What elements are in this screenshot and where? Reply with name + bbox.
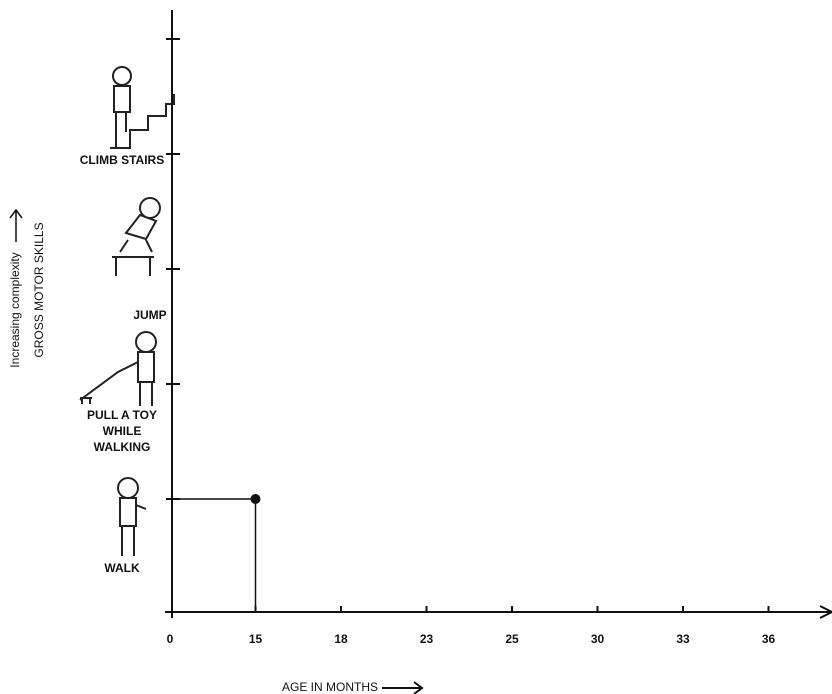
point xyxy=(251,494,261,504)
chart: 0 15 18 23 25 30 33 36 AGE IN MONTHS Increasing c… xyxy=(0,0,832,694)
page: 0 15 18 23 25 30 33 36 AGE IN MONTHS Increasing c… xyxy=(0,0,832,694)
x-axis-title: AGE IN MONTHS xyxy=(282,680,378,694)
y-axis-title: Increasing complexity xyxy=(8,252,22,367)
y-category-label: PULL A TOY WHILE WALKING xyxy=(82,407,162,455)
y-category-label: JUMP xyxy=(100,307,200,323)
x-tick-label: 30 xyxy=(591,632,605,646)
y-title-arrow xyxy=(10,210,22,242)
x-tick-label: 25 xyxy=(505,632,519,646)
x-tick-label: 23 xyxy=(420,632,434,646)
x-title-arrow xyxy=(382,682,422,694)
y-axis-title: GROSS MOTOR SKILLS xyxy=(32,222,46,357)
x-tick-label: 15 xyxy=(249,632,263,646)
y-category-label: CLIMB STAIRS xyxy=(72,152,172,168)
x-tick-label: 0 xyxy=(167,632,174,646)
x-tick-label: 36 xyxy=(762,632,776,646)
y-category-label: WALK xyxy=(72,560,172,576)
x-tick-label: 33 xyxy=(676,632,690,646)
x-tick-label: 18 xyxy=(334,632,348,646)
